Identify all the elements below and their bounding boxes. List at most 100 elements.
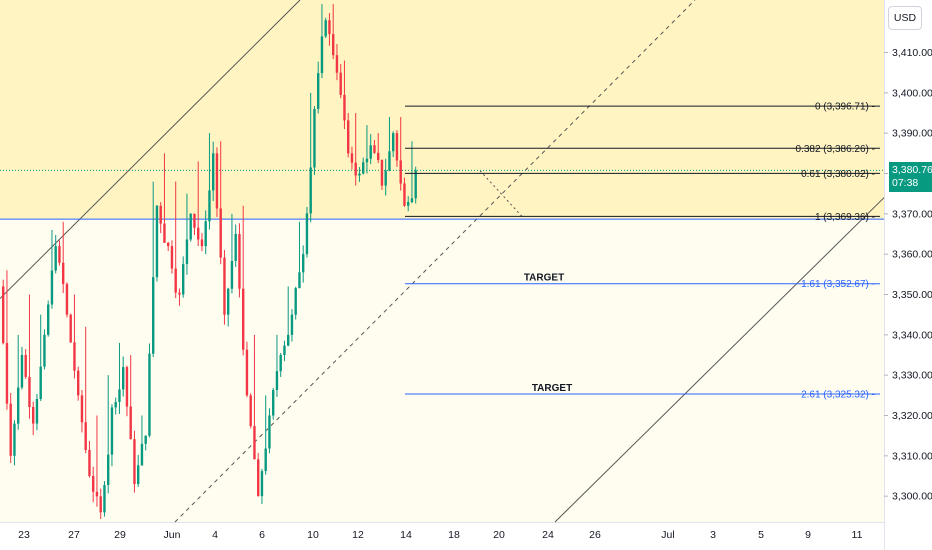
candle-body xyxy=(28,376,31,407)
time-tick-label: 10 xyxy=(307,529,319,541)
candle-body xyxy=(137,465,140,485)
time-tick-label: 11 xyxy=(852,529,863,541)
candle-body xyxy=(2,286,5,344)
time-tick-label: 9 xyxy=(805,529,811,541)
candle-body xyxy=(159,205,162,224)
candle-body xyxy=(279,354,282,372)
candle-body xyxy=(69,314,72,343)
candle-body xyxy=(313,108,316,168)
candle-body xyxy=(249,395,252,427)
upper-zone xyxy=(0,0,884,220)
time-tick-label: 4 xyxy=(212,529,218,541)
candle-body xyxy=(47,304,50,335)
candle-body xyxy=(377,152,380,161)
candle-body xyxy=(103,485,106,513)
candle-body xyxy=(99,496,102,513)
candle-body xyxy=(410,198,414,203)
candle-body xyxy=(294,288,297,315)
candle-body xyxy=(84,422,87,450)
target-label: TARGET xyxy=(532,383,572,394)
candle-body xyxy=(223,257,226,315)
candle-body xyxy=(305,213,309,255)
candle-body xyxy=(208,190,211,222)
candle-body xyxy=(92,475,95,492)
candle-body xyxy=(388,151,391,171)
price-tick-label: 3,400.00 xyxy=(892,87,932,99)
time-tick-label: Jul xyxy=(661,529,674,541)
time-tick-label: 29 xyxy=(114,529,126,541)
price-tick-label: 3,310.00 xyxy=(892,450,932,462)
candle-body xyxy=(95,491,99,497)
candle-body xyxy=(185,239,189,265)
candle-body xyxy=(384,170,387,186)
candle-body xyxy=(332,34,335,56)
time-tick-label: 5 xyxy=(758,529,764,541)
time-tick-label: 27 xyxy=(68,529,80,541)
candle-body xyxy=(133,439,136,485)
axis-panel xyxy=(884,0,932,550)
fib-levels[interactable]: 0 (3,396.71) - 0.382 (3,386.26) - 0.61 (3,… xyxy=(405,102,880,401)
candle-body xyxy=(5,343,9,404)
candle-body xyxy=(110,407,114,455)
candle-body xyxy=(403,183,406,206)
price-tick-label: 3,340.00 xyxy=(892,329,932,341)
time-tick-label: 6 xyxy=(259,529,265,541)
currency-selector[interactable]: USD xyxy=(888,6,922,30)
candle-body xyxy=(204,221,207,247)
time-tick-label: 3 xyxy=(710,529,716,541)
candle-body xyxy=(380,160,384,186)
candle-body xyxy=(230,260,234,289)
candle-body xyxy=(152,277,155,354)
candle-body xyxy=(73,342,76,371)
candle-body xyxy=(272,390,275,416)
candle-body xyxy=(219,208,222,258)
price-tick-label: 3,300.00 xyxy=(892,491,932,503)
candle-body xyxy=(197,227,200,240)
candle-body xyxy=(17,387,20,424)
time-tick-label: 20 xyxy=(493,529,505,541)
dotted-projection xyxy=(479,170,523,217)
time-tick-label: 12 xyxy=(352,529,364,541)
time-panel xyxy=(0,522,884,550)
candle-body xyxy=(253,426,256,460)
candle-body xyxy=(212,153,215,191)
candle-body xyxy=(328,20,331,35)
time-tick-label: 24 xyxy=(542,529,554,541)
time-tick-label: Jun xyxy=(164,529,181,541)
candle-body xyxy=(62,262,65,284)
fib-level-label: 0.61 (3,380.02) - xyxy=(801,169,875,180)
bar-countdown: 07:38 xyxy=(892,177,919,189)
candle-body xyxy=(193,213,196,228)
time-tick-label: 26 xyxy=(589,529,601,541)
candle-body xyxy=(335,55,339,73)
candle-body xyxy=(88,449,91,476)
candle-body xyxy=(170,246,174,269)
candle-body xyxy=(347,120,350,154)
candle-body xyxy=(13,423,16,456)
candle-body xyxy=(77,370,80,396)
price-tick-label: 3,390.00 xyxy=(892,128,932,140)
candle-body xyxy=(392,133,395,152)
candle-body xyxy=(362,162,365,174)
candle-body xyxy=(287,334,290,346)
candle-body xyxy=(35,399,39,424)
price-tick-label: 3,410.00 xyxy=(892,47,932,59)
candle-body xyxy=(245,349,249,396)
candle-body xyxy=(298,272,301,289)
fib-level-label: 1.61 (3,352.67) - xyxy=(801,279,875,290)
candle-body xyxy=(317,73,320,109)
candle-body xyxy=(414,170,417,199)
dashed-trendline xyxy=(174,0,696,523)
time-tick-label: 14 xyxy=(400,529,412,541)
candle-body xyxy=(407,202,410,206)
candle-body xyxy=(283,345,286,355)
candle-body xyxy=(54,246,57,271)
candle-body xyxy=(9,403,12,456)
time-axis[interactable]: 23 27 29 Jun 4 6 10 12 14 18 20 24 26 Jul 3 5 9 11 xyxy=(18,529,862,541)
candle-body xyxy=(129,406,132,440)
candle-body xyxy=(358,173,361,176)
candle-body xyxy=(39,366,42,400)
price-tick-label: 3,330.00 xyxy=(892,370,932,382)
candle-body xyxy=(215,153,219,209)
